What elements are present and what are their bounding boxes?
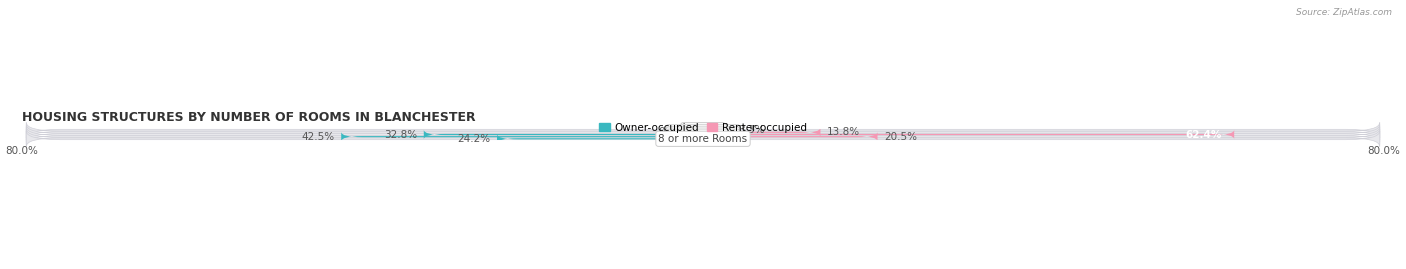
- Text: 42.5%: 42.5%: [301, 132, 335, 142]
- FancyBboxPatch shape: [27, 122, 1379, 138]
- Text: Source: ZipAtlas.com: Source: ZipAtlas.com: [1296, 8, 1392, 17]
- FancyBboxPatch shape: [703, 130, 1234, 139]
- Text: 0.0%: 0.0%: [669, 125, 696, 135]
- Text: 20.5%: 20.5%: [884, 132, 917, 142]
- Text: 2 or 3 Rooms: 2 or 3 Rooms: [669, 127, 737, 137]
- Text: 4 or 5 Rooms: 4 or 5 Rooms: [669, 129, 737, 140]
- Text: 6 or 7 Rooms: 6 or 7 Rooms: [669, 132, 737, 142]
- FancyBboxPatch shape: [703, 125, 731, 135]
- FancyBboxPatch shape: [27, 125, 1379, 140]
- Text: 32.8%: 32.8%: [384, 129, 418, 140]
- Text: HOUSING STRUCTURES BY NUMBER OF ROOMS IN BLANCHESTER: HOUSING STRUCTURES BY NUMBER OF ROOMS IN…: [22, 111, 475, 124]
- Text: 0.51%: 0.51%: [659, 127, 692, 137]
- FancyBboxPatch shape: [496, 134, 703, 144]
- Legend: Owner-occupied, Renter-occupied: Owner-occupied, Renter-occupied: [595, 119, 811, 137]
- Text: 3.3%: 3.3%: [738, 125, 765, 135]
- FancyBboxPatch shape: [423, 130, 703, 139]
- Text: 0.0%: 0.0%: [710, 134, 737, 144]
- FancyBboxPatch shape: [703, 128, 821, 137]
- FancyBboxPatch shape: [27, 129, 1379, 144]
- Text: 13.8%: 13.8%: [827, 127, 860, 137]
- FancyBboxPatch shape: [27, 131, 1379, 147]
- FancyBboxPatch shape: [703, 132, 877, 141]
- Text: 62.4%: 62.4%: [1185, 129, 1222, 140]
- FancyBboxPatch shape: [682, 128, 720, 137]
- Text: 24.2%: 24.2%: [457, 134, 491, 144]
- FancyBboxPatch shape: [27, 127, 1379, 142]
- FancyBboxPatch shape: [342, 132, 703, 141]
- Text: 1 Room: 1 Room: [683, 125, 723, 135]
- Text: 8 or more Rooms: 8 or more Rooms: [658, 134, 748, 144]
